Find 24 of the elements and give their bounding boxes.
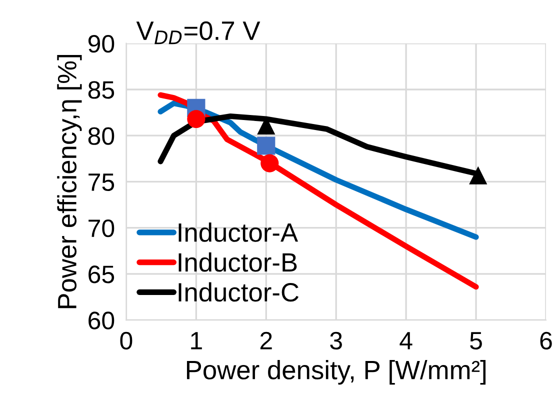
chart-title: V$_{DD}$=0.7 V: [136, 21, 260, 44]
y-tick-label: 70: [88, 219, 114, 238]
legend-label: Inductor-B: [178, 252, 297, 272]
x-tick-label: 4: [400, 332, 412, 350]
point: [257, 136, 276, 155]
x-tick-label: 5: [470, 332, 482, 350]
y-tick-label: 65: [88, 266, 114, 284]
y-axis-title: Power efficiency,η [%]: [57, 55, 82, 308]
y-tick-label: 75: [88, 174, 114, 192]
legend-label: Inductor-A: [178, 222, 298, 242]
x-tick-label: 0: [120, 332, 132, 350]
legend-label: Inductor-C: [178, 282, 299, 302]
y-tick-label: 80: [88, 127, 114, 145]
x-tick-label: 3: [330, 332, 342, 350]
x-axis-title: Power density, P [W/mm²]: [186, 360, 486, 385]
x-tick-label: 1: [191, 332, 202, 350]
y-tick-label: 90: [88, 34, 114, 53]
x-tick-label: 6: [540, 332, 552, 350]
point: [187, 110, 206, 128]
point: [469, 166, 488, 184]
point: [260, 154, 279, 172]
x-tick-label: 2: [260, 332, 272, 350]
y-tick-label: 85: [88, 81, 114, 99]
y-tick-label: 60: [88, 312, 114, 330]
